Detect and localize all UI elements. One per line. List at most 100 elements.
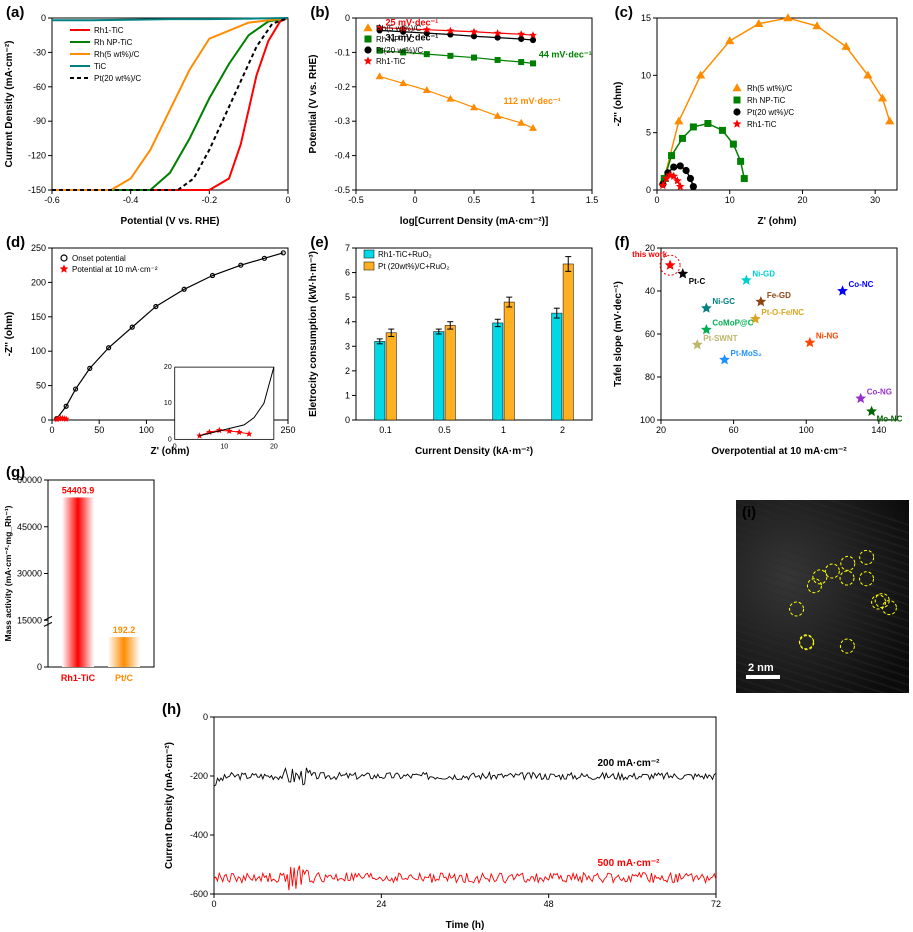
svg-text:-0.6: -0.6 (44, 195, 60, 205)
svg-text:Current Density (mA·cm⁻²): Current Density (mA·cm⁻²) (164, 742, 175, 869)
svg-text:-Z'' (ohm): -Z'' (ohm) (613, 82, 624, 127)
svg-text:Onset potential: Onset potential (72, 254, 126, 263)
svg-text:-0.2: -0.2 (202, 195, 218, 205)
svg-text:Pt-C: Pt-C (688, 277, 705, 286)
svg-text:5: 5 (345, 292, 350, 302)
panel-a: (a) -0.6-0.4-0.20-150-120-90-60-300Poten… (0, 0, 304, 230)
svg-text:Rh(5 wt%)/C: Rh(5 wt%)/C (747, 84, 793, 93)
svg-text:-Z'' (ohm): -Z'' (ohm) (4, 312, 15, 357)
panel-b-plot: -0.500.511.5-0.5-0.4-0.3-0.2-0.10log[Cur… (304, 0, 608, 230)
panel-c-label: (c) (615, 4, 633, 21)
svg-text:Z' (ohm): Z' (ohm) (757, 216, 796, 227)
svg-text:0: 0 (654, 195, 659, 205)
svg-text:100: 100 (640, 415, 655, 425)
svg-text:2: 2 (345, 366, 350, 376)
svg-text:0: 0 (345, 13, 350, 23)
svg-text:15: 15 (641, 13, 651, 23)
svg-text:-0.5: -0.5 (349, 195, 365, 205)
svg-text:-120: -120 (28, 151, 46, 161)
panel-e: (e) 012345670.10.512Current Density (kA·… (304, 230, 608, 460)
panel-b-label: (b) (310, 4, 329, 21)
svg-text:Pt(20 wt%)/C: Pt(20 wt%)/C (376, 46, 423, 55)
svg-text:Rh NP-TiC: Rh NP-TiC (747, 96, 786, 105)
svg-text:0.5: 0.5 (439, 425, 452, 435)
svg-text:1: 1 (345, 390, 350, 400)
svg-text:0: 0 (168, 436, 172, 443)
svg-text:50: 50 (36, 381, 46, 391)
panel-f: (f) 140100602010080604020Overpotential a… (609, 230, 913, 460)
svg-text:192.2: 192.2 (113, 625, 136, 635)
svg-text:15000: 15000 (17, 615, 42, 625)
svg-text:24: 24 (376, 899, 386, 909)
svg-text:Rh1-TiC: Rh1-TiC (94, 26, 124, 35)
svg-text:10: 10 (164, 400, 172, 407)
svg-text:Current Density (kA·m⁻²): Current Density (kA·m⁻²) (415, 446, 533, 457)
svg-text:Rh1-TiC: Rh1-TiC (61, 673, 96, 683)
svg-text:6: 6 (345, 268, 350, 278)
svg-text:44 mV·dec⁻¹: 44 mV·dec⁻¹ (539, 50, 592, 60)
svg-text:0: 0 (285, 195, 290, 205)
svg-text:100: 100 (139, 425, 154, 435)
svg-text:0: 0 (646, 185, 651, 195)
panel-e-plot: 012345670.10.512Current Density (kA·m⁻²)… (304, 230, 608, 460)
panel-d-plot: 050100150200250050100150200250Z' (ohm)-Z… (0, 230, 304, 460)
svg-text:50: 50 (94, 425, 104, 435)
svg-text:-200: -200 (190, 771, 208, 781)
svg-text:Co-NG: Co-NG (866, 388, 891, 397)
svg-text:140: 140 (871, 425, 886, 435)
panel-e-label: (e) (310, 234, 328, 251)
svg-text:100: 100 (31, 346, 46, 356)
svg-text:10: 10 (641, 70, 651, 80)
svg-text:0: 0 (203, 712, 208, 722)
svg-text:1.5: 1.5 (586, 195, 599, 205)
svg-text:Rh1-TiC+RuO₂: Rh1-TiC+RuO₂ (378, 250, 432, 259)
svg-text:1: 1 (531, 195, 536, 205)
svg-text:Z' (ohm): Z' (ohm) (150, 446, 189, 457)
svg-text:Fe-GD: Fe-GD (767, 291, 791, 300)
svg-text:40: 40 (645, 286, 655, 296)
svg-text:-0.4: -0.4 (335, 151, 351, 161)
panel-g-label: (g) (6, 464, 25, 481)
svg-text:0: 0 (211, 899, 216, 909)
panel-h-label: (h) (162, 701, 181, 718)
svg-text:Potential (V vs. RHE): Potential (V vs. RHE) (121, 216, 220, 227)
svg-text:Pt-MoS₂: Pt-MoS₂ (730, 349, 762, 358)
svg-text:TiC: TiC (94, 62, 106, 71)
panel-d: (d) 050100150200250050100150200250Z' (oh… (0, 230, 304, 460)
svg-text:0: 0 (173, 443, 177, 450)
svg-text:4: 4 (345, 317, 350, 327)
svg-text:Current Density (mA·cm⁻²): Current Density (mA·cm⁻²) (4, 41, 15, 168)
panel-f-label: (f) (615, 234, 630, 251)
panel-c: (c) 0102030051015Z' (ohm)-Z'' (ohm)Rh(5 … (609, 0, 913, 230)
svg-text:0: 0 (345, 415, 350, 425)
panel-d-label: (d) (6, 234, 25, 251)
svg-text:250: 250 (280, 425, 295, 435)
svg-text:112 mV·dec⁻¹: 112 mV·dec⁻¹ (504, 96, 561, 106)
svg-text:Mo-NC: Mo-NC (876, 414, 902, 423)
svg-text:Ni-NG: Ni-NG (816, 332, 839, 341)
panel-i-label: (i) (742, 504, 756, 521)
panel-i: (i) 2 nm (736, 500, 911, 695)
panel-c-plot: 0102030051015Z' (ohm)-Z'' (ohm)Rh(5 wt%)… (609, 0, 913, 230)
panel-i-image: 2 nm (736, 500, 911, 695)
svg-text:Rh1-TiC: Rh1-TiC (747, 120, 777, 129)
svg-text:54403.9: 54403.9 (62, 485, 95, 495)
svg-text:Ni-GD: Ni-GD (752, 269, 775, 278)
svg-text:0: 0 (413, 195, 418, 205)
svg-text:0: 0 (41, 13, 46, 23)
svg-text:-0.5: -0.5 (335, 185, 351, 195)
svg-text:Pt-SWNT: Pt-SWNT (703, 334, 737, 343)
panel-a-plot: -0.6-0.4-0.20-150-120-90-60-300Potential… (0, 0, 304, 230)
svg-text:20: 20 (164, 364, 172, 371)
svg-text:30: 30 (870, 195, 880, 205)
svg-text:3: 3 (345, 341, 350, 351)
svg-text:log[Current Density (mA·cm⁻²)]: log[Current Density (mA·cm⁻²)] (400, 216, 549, 227)
svg-text:10: 10 (220, 443, 228, 450)
svg-text:80: 80 (645, 372, 655, 382)
svg-text:Ni-GC: Ni-GC (712, 297, 735, 306)
svg-text:48: 48 (544, 899, 554, 909)
svg-text:Pt(20 wt%)/C: Pt(20 wt%)/C (747, 108, 794, 117)
panel-g: (g) 015000300004500060000Mass activity (… (0, 460, 160, 697)
svg-text:100: 100 (798, 425, 813, 435)
svg-text:2: 2 (560, 425, 565, 435)
